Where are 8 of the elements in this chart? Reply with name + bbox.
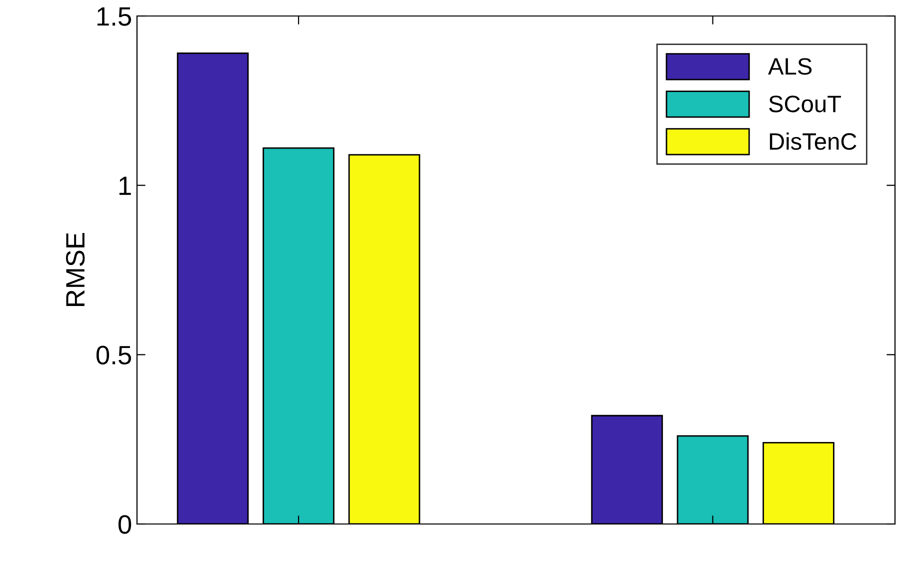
y-tick-label: 1 [119, 176, 131, 195]
legend-label: ALS [768, 58, 812, 75]
y-tick-label: 0.5 [96, 346, 132, 364]
y-tick-label: 1.5 [97, 7, 132, 26]
y-tick-label: 0 [118, 515, 132, 534]
y-axis-title: RMSE [66, 233, 85, 306]
legend-label: DisTenC [770, 132, 856, 150]
legend-label: SCouT [769, 96, 841, 112]
